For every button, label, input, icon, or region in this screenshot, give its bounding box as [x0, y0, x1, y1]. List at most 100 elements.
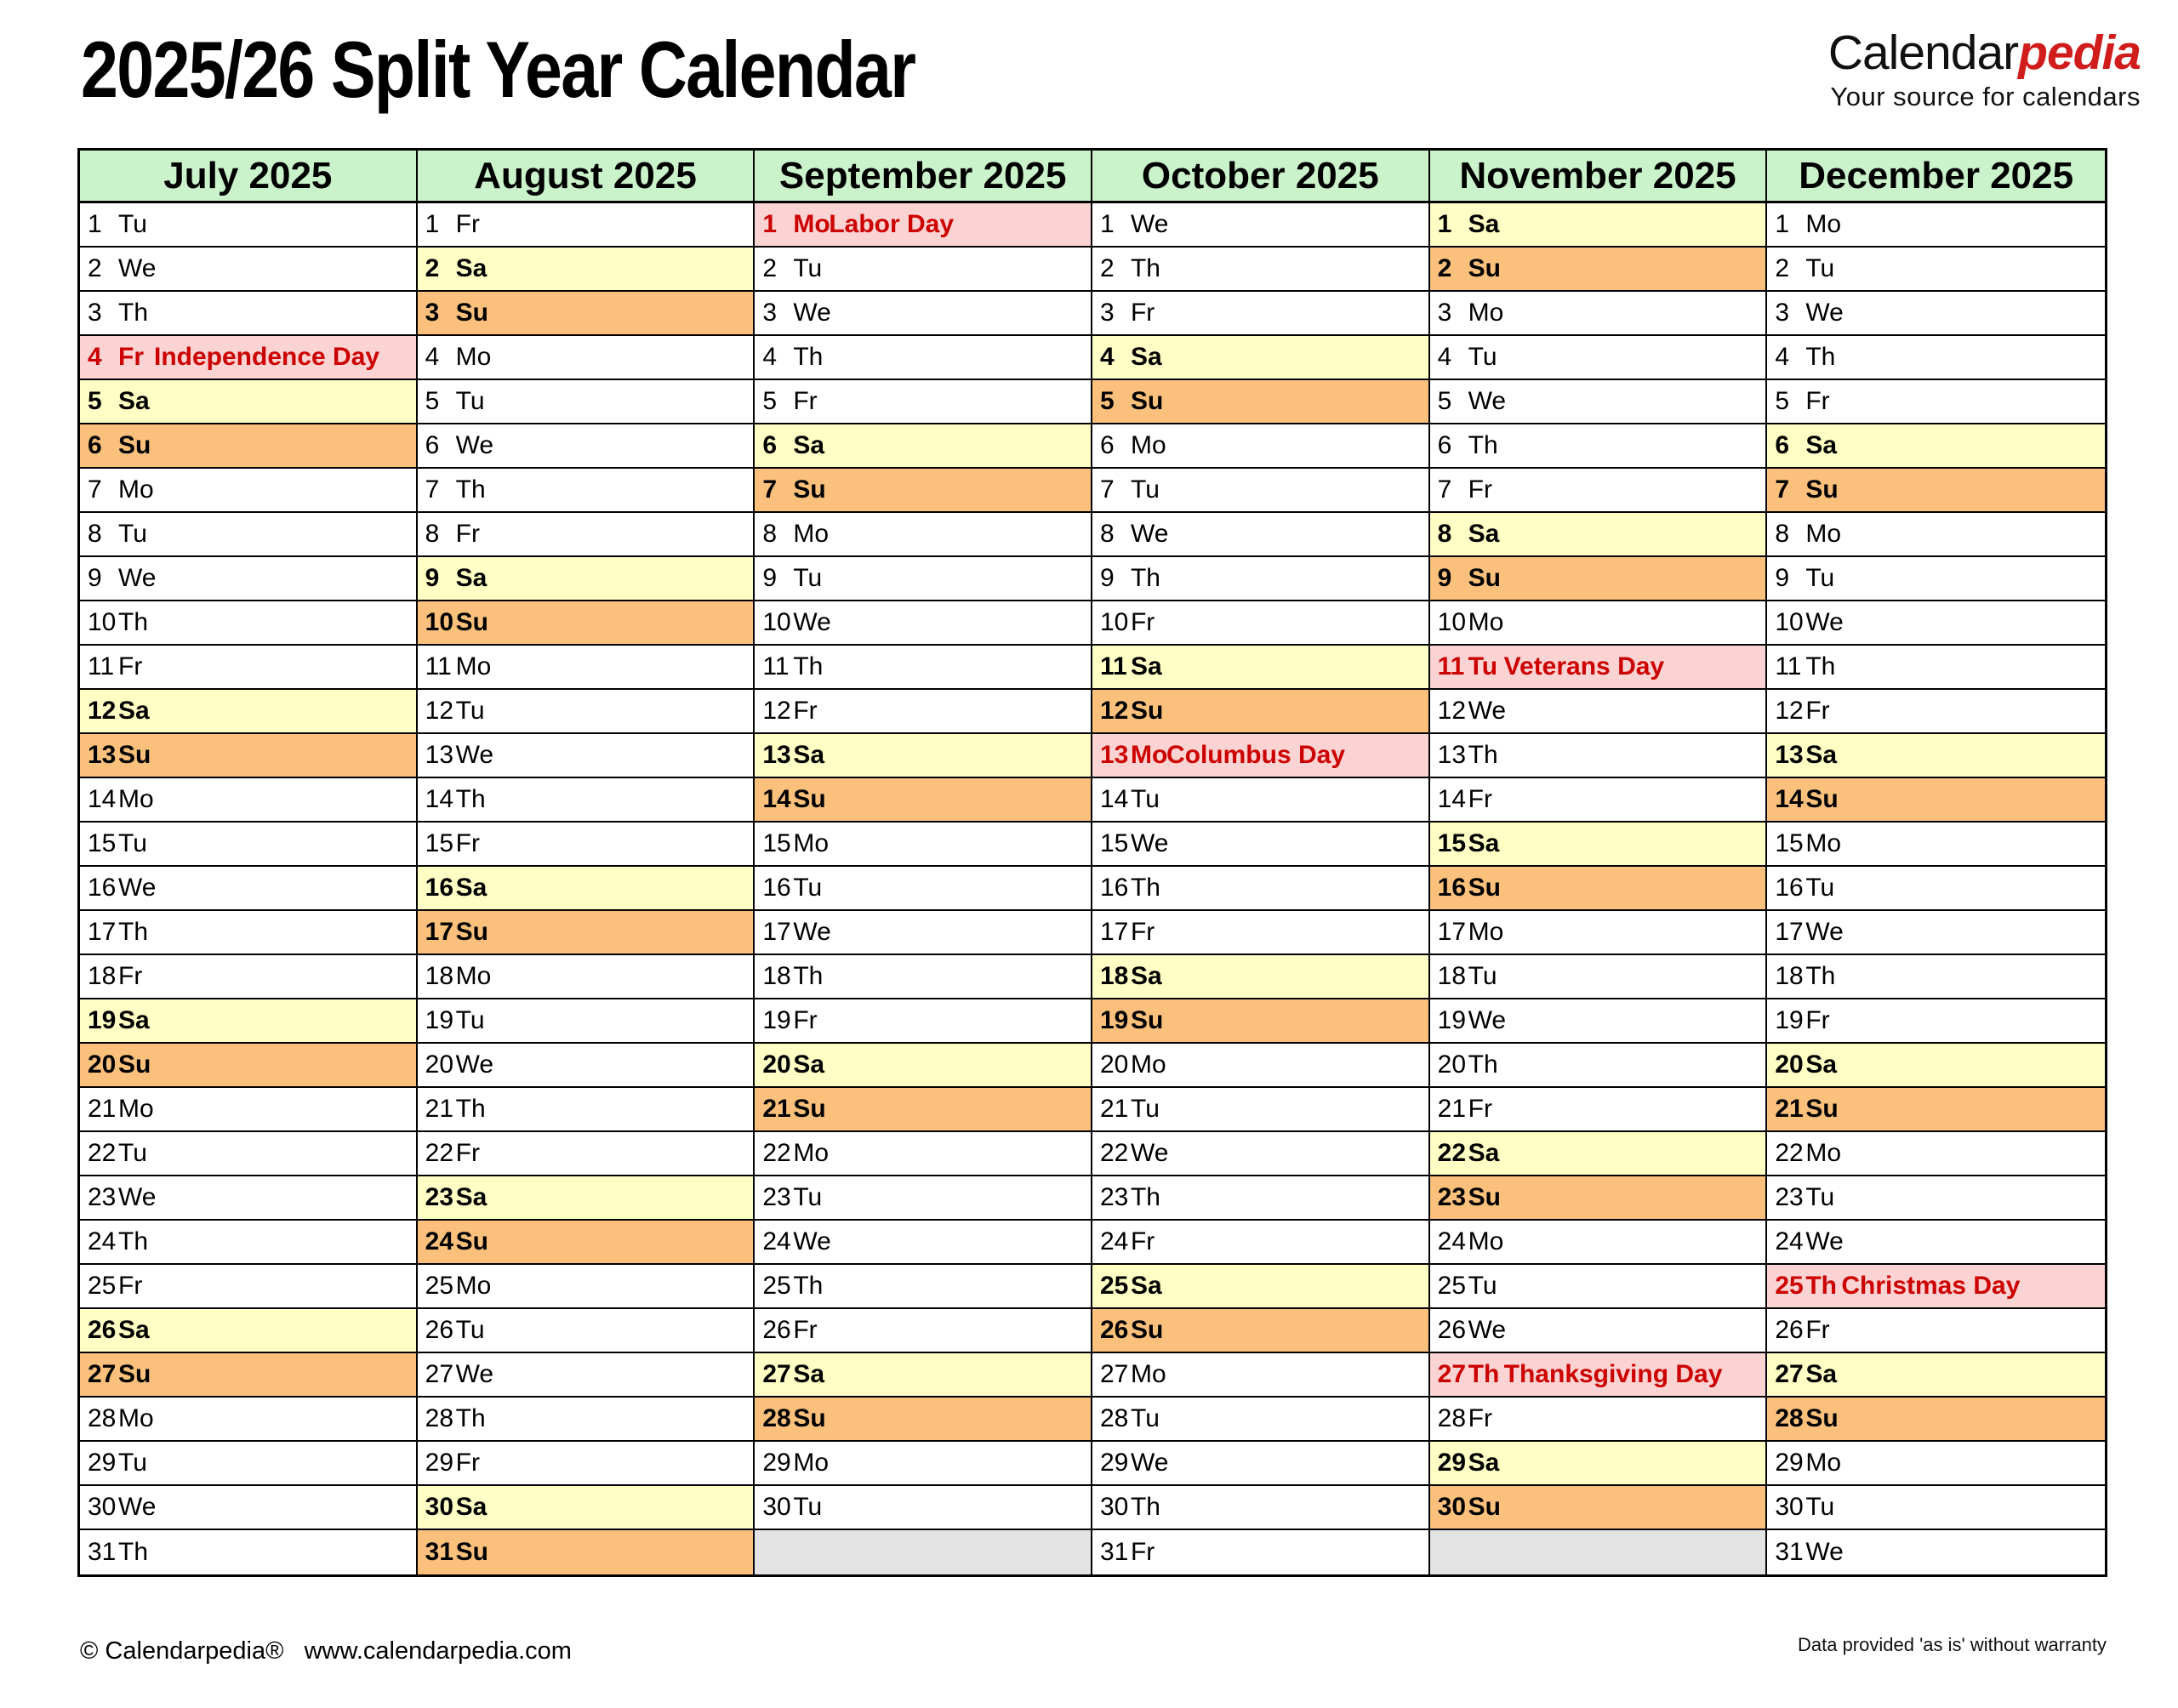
logo-text-red: pedia — [2018, 26, 2141, 80]
day-number: 15 — [425, 829, 454, 857]
day-cell: 24 Mo — [1429, 1221, 1766, 1265]
day-number: 14 — [1775, 785, 1804, 813]
day-number: 26 — [762, 1316, 791, 1344]
day-number: 5 — [425, 387, 440, 415]
weekday-label: Mo — [1130, 431, 1166, 459]
day-cell: 3 Fr — [1092, 292, 1428, 336]
day-cell: 1 Tu — [80, 203, 416, 248]
day-cell: 8 Mo — [1767, 513, 2105, 557]
day-number: 12 — [88, 697, 117, 725]
weekday-label: We — [455, 741, 494, 769]
day-cell: 30 Su — [1429, 1486, 1766, 1530]
day-number: 10 — [1099, 608, 1129, 636]
day-cell: 12 Tu — [417, 690, 754, 734]
day-cell: 1 Sa — [1429, 203, 1766, 248]
day-cell: 7 Mo — [80, 469, 416, 513]
day-number: 30 — [1099, 1493, 1129, 1521]
day-cell: 26 Fr — [755, 1309, 1091, 1353]
weekday-label: Th — [793, 343, 824, 371]
day-number: 22 — [425, 1139, 454, 1167]
day-cell: 29 Fr — [417, 1442, 754, 1486]
day-number: 11 — [425, 652, 452, 680]
weekday-label: Th — [1130, 1493, 1160, 1521]
weekday-label: Sa — [793, 1360, 825, 1388]
weekday-label: Mo — [1805, 1449, 1842, 1477]
day-number: 24 — [762, 1227, 791, 1255]
day-cell: 18 Fr — [80, 955, 416, 999]
weekday-label: Fr — [118, 343, 144, 371]
day-cell: 7 Th — [417, 469, 754, 513]
day-number: 14 — [762, 785, 791, 813]
day-cell: 23 We — [80, 1176, 416, 1221]
day-number: 22 — [762, 1139, 791, 1167]
day-cell: 1 Mo — [1767, 203, 2105, 248]
weekday-label: Mo — [118, 1404, 154, 1432]
day-cell: 24 Th — [80, 1221, 416, 1265]
weekday-label: Fr — [1805, 1316, 1830, 1344]
day-number: 13 — [425, 741, 454, 769]
weekday-label: Tu — [118, 210, 147, 238]
weekday-label: Tu — [793, 1183, 823, 1211]
holiday-name: Independence Day — [154, 343, 380, 371]
day-number: 26 — [1437, 1316, 1467, 1344]
day-cell: 9 We — [80, 557, 416, 601]
day-number: 28 — [762, 1404, 791, 1432]
day-number: 8 — [1775, 520, 1790, 548]
day-cell: 6 Sa — [1767, 424, 2105, 469]
weekday-label: Su — [1468, 1493, 1501, 1521]
day-number: 9 — [425, 564, 440, 592]
day-number: 1 — [425, 210, 440, 238]
day-number: 31 — [1775, 1538, 1804, 1566]
weekday-label: Fr — [793, 1006, 818, 1034]
day-number: 4 — [425, 343, 440, 371]
weekday-label: Sa — [1805, 1360, 1838, 1388]
holiday-name: Christmas Day — [1841, 1272, 2021, 1300]
weekday-label: Sa — [1468, 1139, 1500, 1167]
day-number: 19 — [425, 1006, 454, 1034]
weekday-label: Mo — [793, 1449, 830, 1477]
day-number: 15 — [1437, 829, 1467, 857]
weekday-label: Tu — [793, 564, 823, 592]
weekday-label: Tu — [118, 829, 147, 857]
day-number: 12 — [1437, 697, 1467, 725]
day-number: 26 — [88, 1316, 117, 1344]
day-cell: 2 Tu — [1767, 248, 2105, 292]
day-number: 7 — [425, 475, 440, 504]
day-cell: 10 Fr — [1092, 601, 1428, 646]
day-cell: 22 Tu — [80, 1132, 416, 1176]
weekday-label: Th — [1468, 1050, 1498, 1079]
day-number: 2 — [88, 254, 102, 282]
day-cell: 24 Fr — [1092, 1221, 1428, 1265]
day-number: 13 — [88, 741, 117, 769]
day-cell: 25 Fr — [80, 1265, 416, 1309]
day-cell: 30 Tu — [755, 1486, 1091, 1530]
day-cell: 6 Su — [80, 424, 416, 469]
weekday-label: Sa — [455, 254, 487, 282]
weekday-label: We — [1130, 1449, 1169, 1477]
weekday-label: Su — [793, 475, 826, 504]
day-number: 25 — [1437, 1272, 1467, 1300]
day-cell: 26 Tu — [417, 1309, 754, 1353]
day-cell: 11 Mo — [417, 646, 754, 690]
day-number: 29 — [88, 1449, 117, 1477]
day-number: 24 — [1099, 1227, 1129, 1255]
day-cell: 16 We — [80, 867, 416, 911]
day-cell: 25 Th — [755, 1265, 1091, 1309]
day-number: 7 — [1775, 475, 1790, 504]
weekday-label: Mo — [793, 520, 830, 548]
day-cell: 7 Su — [1767, 469, 2105, 513]
day-number: 11 — [1775, 652, 1802, 680]
day-cell: 17 Th — [80, 911, 416, 955]
weekday-label: Sa — [1130, 962, 1162, 990]
day-cell: 3 Th — [80, 292, 416, 336]
day-number: 8 — [88, 520, 102, 548]
weekday-label: Tu — [1805, 1493, 1835, 1521]
day-number: 20 — [1775, 1050, 1804, 1079]
day-number: 1 — [88, 210, 102, 238]
weekday-label: We — [793, 299, 831, 327]
day-number: 21 — [1437, 1095, 1467, 1123]
day-number: 15 — [1099, 829, 1129, 857]
weekday-label: Fr — [1468, 475, 1492, 504]
weekday-label: We — [1130, 210, 1169, 238]
day-cell: 23 Th — [1092, 1176, 1428, 1221]
